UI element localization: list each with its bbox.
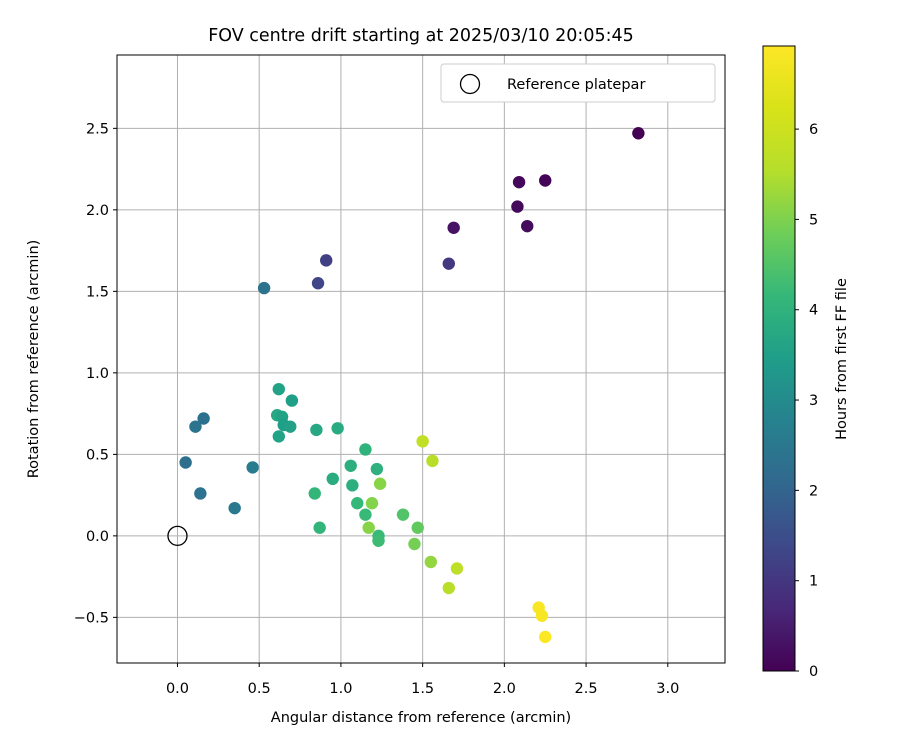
data-point bbox=[189, 420, 202, 433]
colorbar-tick-label: 5 bbox=[809, 212, 818, 228]
colorbar-tick-label: 4 bbox=[809, 303, 818, 319]
y-axis-label: Rotation from reference (arcmin) bbox=[26, 240, 42, 479]
data-point bbox=[447, 221, 460, 234]
colorbar-tick-label: 0 bbox=[809, 664, 818, 680]
data-point bbox=[362, 521, 375, 534]
data-point bbox=[372, 534, 385, 547]
data-point bbox=[257, 281, 271, 295]
colorbar-ticks: 0 1 2 3 4 5 6 bbox=[795, 122, 818, 680]
colorbar-label: Hours from first FF file bbox=[834, 278, 850, 440]
x-axis-label: Angular distance from reference (arcmin) bbox=[271, 710, 571, 726]
reference-marker bbox=[167, 525, 188, 547]
data-point bbox=[228, 501, 241, 515]
data-point bbox=[442, 581, 455, 595]
legend-reference-marker bbox=[459, 73, 481, 95]
data-point bbox=[284, 420, 297, 433]
data-point bbox=[365, 497, 379, 510]
legend-entry-label: Reference platepar bbox=[507, 77, 645, 93]
y-tick-label: −0.5 bbox=[74, 610, 109, 626]
data-point bbox=[411, 521, 424, 534]
data-point bbox=[416, 435, 429, 448]
x-tick-label: 2.5 bbox=[575, 681, 598, 697]
data-point bbox=[331, 422, 344, 435]
chart-title: FOV centre drift starting at 2025/03/10 … bbox=[208, 26, 634, 46]
data-point bbox=[326, 472, 339, 486]
data-point bbox=[511, 200, 524, 213]
plot-area-frame bbox=[116, 54, 726, 664]
colorbar-tick-label: 6 bbox=[809, 122, 818, 138]
data-point bbox=[272, 430, 286, 443]
legend: Reference platepar bbox=[440, 63, 716, 103]
x-axis-ticks: 0.0 0.5 1.0 1.5 2.0 2.5 3.0 bbox=[166, 663, 679, 697]
reference-platepar-point bbox=[167, 525, 188, 547]
y-tick-label: 1.0 bbox=[86, 366, 109, 382]
data-point bbox=[311, 277, 325, 290]
data-point bbox=[179, 456, 192, 469]
data-point bbox=[408, 537, 421, 551]
y-tick-label: 0.0 bbox=[86, 529, 109, 545]
data-point bbox=[539, 630, 552, 644]
x-tick-label: 1.0 bbox=[329, 681, 352, 697]
data-point bbox=[197, 412, 210, 425]
colorbar: 0 1 2 3 4 5 6 Hours from first FF file bbox=[762, 45, 850, 680]
data-point bbox=[450, 562, 464, 575]
x-tick-label: 3.0 bbox=[656, 681, 679, 697]
data-point bbox=[285, 394, 299, 407]
data-point bbox=[424, 555, 438, 569]
data-point bbox=[344, 459, 357, 472]
data-point bbox=[512, 175, 526, 189]
colorbar-gradient bbox=[762, 45, 796, 672]
scatter-points bbox=[179, 127, 645, 644]
colorbar-tick-label: 3 bbox=[809, 393, 818, 409]
y-tick-label: 2.5 bbox=[86, 121, 109, 137]
data-point bbox=[313, 521, 326, 534]
x-tick-label: 2.0 bbox=[493, 681, 516, 697]
data-point bbox=[359, 443, 372, 456]
data-point bbox=[346, 479, 359, 492]
data-point bbox=[535, 609, 549, 622]
data-point bbox=[320, 254, 333, 267]
colorbar-tick-label: 2 bbox=[809, 483, 818, 499]
data-point bbox=[539, 174, 552, 187]
colorbar-tick-label: 1 bbox=[809, 574, 818, 590]
x-tick-label: 0.0 bbox=[166, 681, 189, 697]
y-tick-label: 2.0 bbox=[86, 203, 109, 219]
data-point bbox=[310, 423, 323, 437]
grid bbox=[117, 55, 725, 663]
y-tick-label: 1.5 bbox=[86, 284, 109, 300]
data-point bbox=[351, 497, 364, 510]
data-point bbox=[194, 487, 207, 500]
data-point bbox=[272, 382, 286, 396]
data-point bbox=[359, 508, 372, 521]
data-point bbox=[246, 461, 259, 474]
data-point bbox=[521, 219, 534, 233]
y-tick-label: 0.5 bbox=[86, 447, 109, 463]
x-tick-label: 0.5 bbox=[248, 681, 271, 697]
data-point bbox=[373, 477, 387, 490]
data-point bbox=[308, 487, 321, 500]
x-tick-label: 1.5 bbox=[411, 681, 434, 697]
data-point bbox=[426, 454, 439, 468]
data-point bbox=[442, 257, 455, 270]
y-axis-ticks: −0.5 0.0 0.5 1.0 1.5 2.0 2.5 bbox=[74, 121, 117, 626]
data-point bbox=[370, 462, 384, 476]
data-point bbox=[632, 127, 645, 140]
data-point bbox=[396, 508, 410, 521]
legend-box bbox=[440, 63, 716, 103]
